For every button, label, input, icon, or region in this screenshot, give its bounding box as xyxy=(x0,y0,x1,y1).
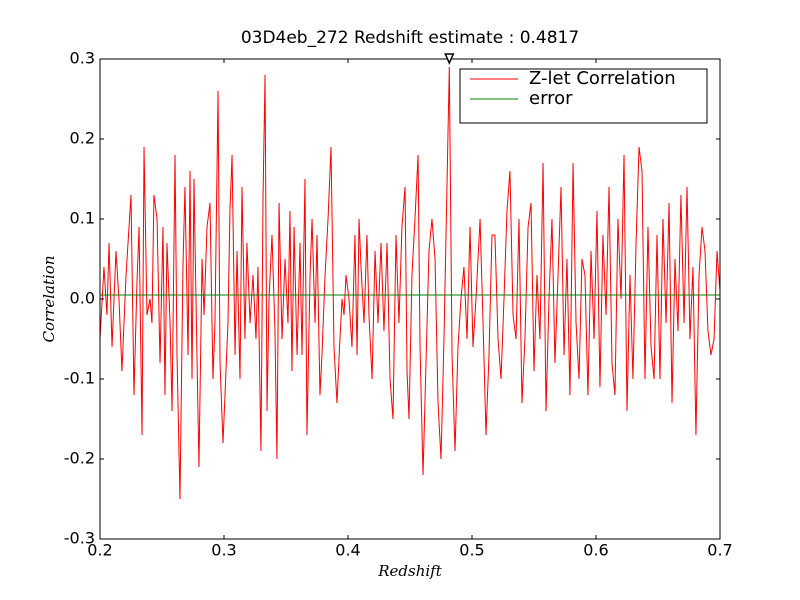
y-tick-label: -0.2 xyxy=(64,449,95,468)
y-tick-label: -0.1 xyxy=(64,369,95,388)
y-tick-label: 0.0 xyxy=(70,289,95,308)
x-tick-label: 0.7 xyxy=(707,541,732,560)
y-tick-label: 0.3 xyxy=(70,49,95,68)
chart-title: 03D4eb_272 Redshift estimate : 0.4817 xyxy=(241,28,579,48)
x-tick-label: 0.5 xyxy=(459,541,484,560)
x-tick-label: 0.4 xyxy=(335,541,360,560)
y-tick-label: 0.2 xyxy=(70,129,95,148)
y-tick-label: -0.3 xyxy=(64,529,95,548)
x-axis-label: Redshift xyxy=(377,562,442,580)
legend-box xyxy=(459,68,708,124)
x-tick-label: 0.3 xyxy=(211,541,236,560)
legend-label: error xyxy=(529,88,573,109)
legend-label: Z-let Correlation xyxy=(529,68,676,89)
x-tick-label: 0.6 xyxy=(583,541,608,560)
series-line xyxy=(100,66,720,500)
estimate-marker xyxy=(444,53,455,65)
x-tick-label: 0.2 xyxy=(87,541,112,560)
y-tick-label: 0.1 xyxy=(70,209,95,228)
y-axis-label: Correlation xyxy=(40,256,58,343)
plot-area xyxy=(100,66,720,500)
